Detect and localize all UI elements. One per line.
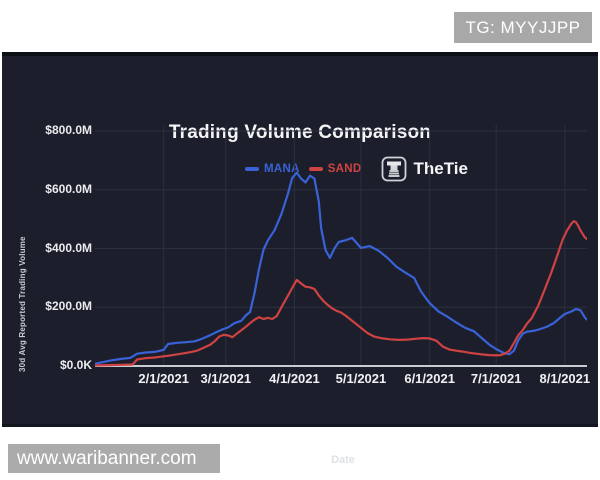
telegram-badge: TG: MYYJJPP <box>454 12 592 43</box>
y-axis-title: 30d Avg Reported Trading Volume <box>18 236 27 372</box>
watermark: www.waribanner.com <box>8 444 220 473</box>
x-tick-label: 4/1/2021 <box>269 371 320 386</box>
chart-legend: MANA SAND TheTie <box>245 155 468 183</box>
x-tick-label: 7/1/2021 <box>470 371 522 386</box>
y-tick-label: $0.0K <box>59 358 92 372</box>
telegram-badge-text: TG: MYYJJPP <box>465 17 581 37</box>
legend-label-mana: MANA <box>264 163 300 175</box>
thetie-brand: TheTie <box>381 156 468 182</box>
thetie-logo-icon <box>381 156 406 182</box>
legend-label-sand: SAND <box>327 163 362 175</box>
mana-line-swatch-icon <box>245 167 259 171</box>
y-tick-label: $200.0M <box>45 299 92 314</box>
y-tick-label: $400.0M <box>45 240 92 255</box>
x-tick-label: 3/1/2021 <box>200 371 252 386</box>
legend-item-sand: SAND <box>308 163 362 175</box>
legend-item-mana: MANA <box>245 163 300 175</box>
x-axis-title: Date <box>331 454 355 466</box>
x-tick-label: 8/1/2021 <box>539 371 591 386</box>
watermark-text: www.waribanner.com <box>17 447 197 469</box>
sand-line <box>95 220 587 367</box>
chart-title: Trading Volume Comparison <box>168 122 432 143</box>
x-tick-label: 2/1/2021 <box>138 371 189 386</box>
thetie-brand-name: TheTie <box>413 159 468 178</box>
mana-line <box>95 171 587 365</box>
sand-line-swatch-icon <box>308 167 323 171</box>
y-tick-label: $600.0M <box>45 181 92 196</box>
x-tick-label: 5/1/2021 <box>335 371 387 386</box>
plot-area <box>95 125 587 367</box>
y-tick-label: $800.0M <box>45 123 92 137</box>
x-tick-label: 6/1/2021 <box>404 371 455 386</box>
